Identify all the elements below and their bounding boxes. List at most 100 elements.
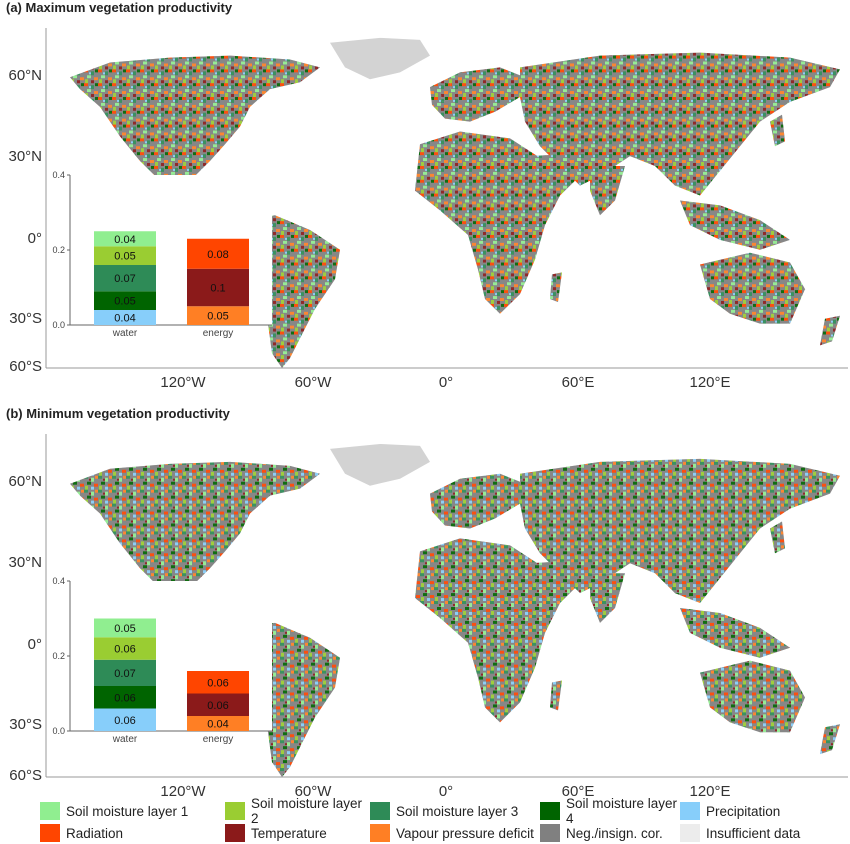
land-india xyxy=(590,165,625,216)
bar-value-label: 0.05 xyxy=(114,251,135,263)
legend: Soil moisture layer 1 Soil moisture layer… xyxy=(40,796,850,844)
land-africa xyxy=(415,538,560,723)
land-arabia xyxy=(530,561,580,604)
bar-segment-vpd xyxy=(187,306,249,325)
bar-segment-sm2 xyxy=(94,246,156,265)
land-greenland xyxy=(330,37,430,80)
inset-y-tick-label: 0.0 xyxy=(52,320,65,330)
legend-label: Soil moisture layer 4 xyxy=(566,796,678,826)
lat-label: 60°N xyxy=(8,473,42,490)
lat-label: 0° xyxy=(28,230,42,247)
bar-value-label: 0.07 xyxy=(114,668,135,680)
bar-value-label: 0.1 xyxy=(210,283,225,295)
legend-label: Soil moisture layer 2 xyxy=(251,796,363,826)
land-japan xyxy=(770,521,785,554)
bar-value-label: 0.05 xyxy=(114,296,135,308)
bar-segment-vpd xyxy=(187,716,249,731)
legend-item-insufficient: Insufficient data xyxy=(680,824,820,842)
bar-value-label: 0.06 xyxy=(114,644,135,656)
bar-segment-sm3 xyxy=(94,265,156,292)
inset-category-label: energy xyxy=(203,734,234,745)
lat-label: 30°N xyxy=(8,148,42,165)
bar-segment-sm2 xyxy=(94,637,156,660)
land-europe xyxy=(430,67,530,122)
inset-y-tick-label: 0.4 xyxy=(52,576,65,586)
panel-b-inset-chart: 0.0 0.2 0.4 0.06 0.06 0.07 0.06 0.05 water 0.04 0.… xyxy=(40,576,280,751)
lon-label: 120°W xyxy=(160,783,206,798)
lon-label: 0° xyxy=(439,783,453,798)
legend-label: Soil moisture layer 3 xyxy=(396,803,519,819)
bar-segment-radiation xyxy=(187,238,249,269)
inset-category-label: water xyxy=(112,328,138,339)
legend-item-sm3: Soil moisture layer 3 xyxy=(370,802,540,820)
bar-value-label: 0.06 xyxy=(114,692,135,704)
lat-label: 30°S xyxy=(9,716,42,733)
bar-value-label: 0.04 xyxy=(207,719,228,731)
bar-segment-radiation xyxy=(187,671,249,694)
legend-swatch xyxy=(40,824,60,842)
legend-swatch xyxy=(225,824,245,842)
legend-swatch xyxy=(225,802,245,820)
legend-item-sm1: Soil moisture layer 1 xyxy=(40,802,225,820)
land-northAmerica xyxy=(70,55,320,184)
bar-value-label: 0.06 xyxy=(114,715,135,727)
lon-label: 60°E xyxy=(562,374,595,391)
lat-label: 30°S xyxy=(9,310,42,327)
lon-label: 120°E xyxy=(689,374,730,391)
legend-swatch xyxy=(540,802,560,820)
legend-item-sm4: Soil moisture layer 4 xyxy=(540,796,680,826)
legend-row: Radiation Temperature Vapour pressure defi… xyxy=(40,822,850,844)
bar-segment-sm1 xyxy=(94,618,156,638)
panel-b-title: (b) Minimum vegetation productivity xyxy=(6,406,230,421)
legend-item-neg: Neg./insign. cor. xyxy=(540,824,680,842)
lon-label: 120°W xyxy=(160,374,206,391)
bar-segment-temperature xyxy=(187,268,249,307)
bar-segment-sm1 xyxy=(94,231,156,247)
bar-value-label: 0.04 xyxy=(114,313,135,325)
map-axes: 60°N 30°N 0° 30°S 60°S 120°W 60°W 0° 60°E 120°E xyxy=(8,28,848,391)
legend-item-vpd: Vapour pressure deficit xyxy=(370,824,540,842)
lat-label: 30°N xyxy=(8,554,42,571)
bar-value-label: 0.06 xyxy=(207,677,228,689)
legend-label: Radiation xyxy=(66,825,124,841)
land-arabia xyxy=(530,154,580,196)
land-madagascar xyxy=(550,680,562,711)
lat-label: 60°S xyxy=(9,358,42,375)
map-axes: 60°N 30°N 0° 30°S 60°S 120°W 60°W 0° 60°E 120°E xyxy=(8,434,848,798)
legend-swatch xyxy=(370,802,390,820)
legend-label: Temperature xyxy=(251,825,327,841)
land-japan xyxy=(770,114,785,147)
inset-y-tick-label: 0.2 xyxy=(52,245,65,255)
lon-label: 0° xyxy=(439,374,453,391)
lon-label: 120°E xyxy=(689,783,730,798)
bar-value-label: 0.05 xyxy=(114,623,135,635)
land-greenland xyxy=(330,443,430,486)
land-australia xyxy=(700,252,805,324)
inset-y-tick-label: 0.0 xyxy=(52,726,65,736)
legend-label: Soil moisture layer 1 xyxy=(66,803,189,819)
land-seAsia xyxy=(680,607,790,658)
inset-y-tick-label: 0.2 xyxy=(52,651,65,661)
legend-row: Soil moisture layer 1 Soil moisture layer… xyxy=(40,796,850,826)
bar-value-label: 0.08 xyxy=(207,249,228,261)
land-madagascar xyxy=(550,272,562,302)
legend-swatch xyxy=(680,824,700,842)
bar-segment-precip xyxy=(94,310,156,325)
lon-label: 60°W xyxy=(295,374,333,391)
legend-item-temperature: Temperature xyxy=(225,824,370,842)
bar-value-label: 0.04 xyxy=(114,234,135,246)
land-northAmerica xyxy=(70,461,320,592)
legend-label: Insufficient data xyxy=(706,825,801,841)
lat-label: 60°N xyxy=(8,67,42,84)
bar-value-label: 0.06 xyxy=(207,700,228,712)
land-europe xyxy=(430,473,530,529)
legend-swatch xyxy=(40,802,60,820)
land-seAsia xyxy=(680,200,790,250)
bar-segment-sm3 xyxy=(94,659,156,686)
land-newZealand xyxy=(820,315,840,346)
legend-label: Neg./insign. cor. xyxy=(566,825,663,841)
legend-item-radiation: Radiation xyxy=(40,824,225,842)
inset-y-tick-label: 0.4 xyxy=(52,170,65,180)
legend-swatch xyxy=(370,824,390,842)
land-uk xyxy=(440,488,452,509)
